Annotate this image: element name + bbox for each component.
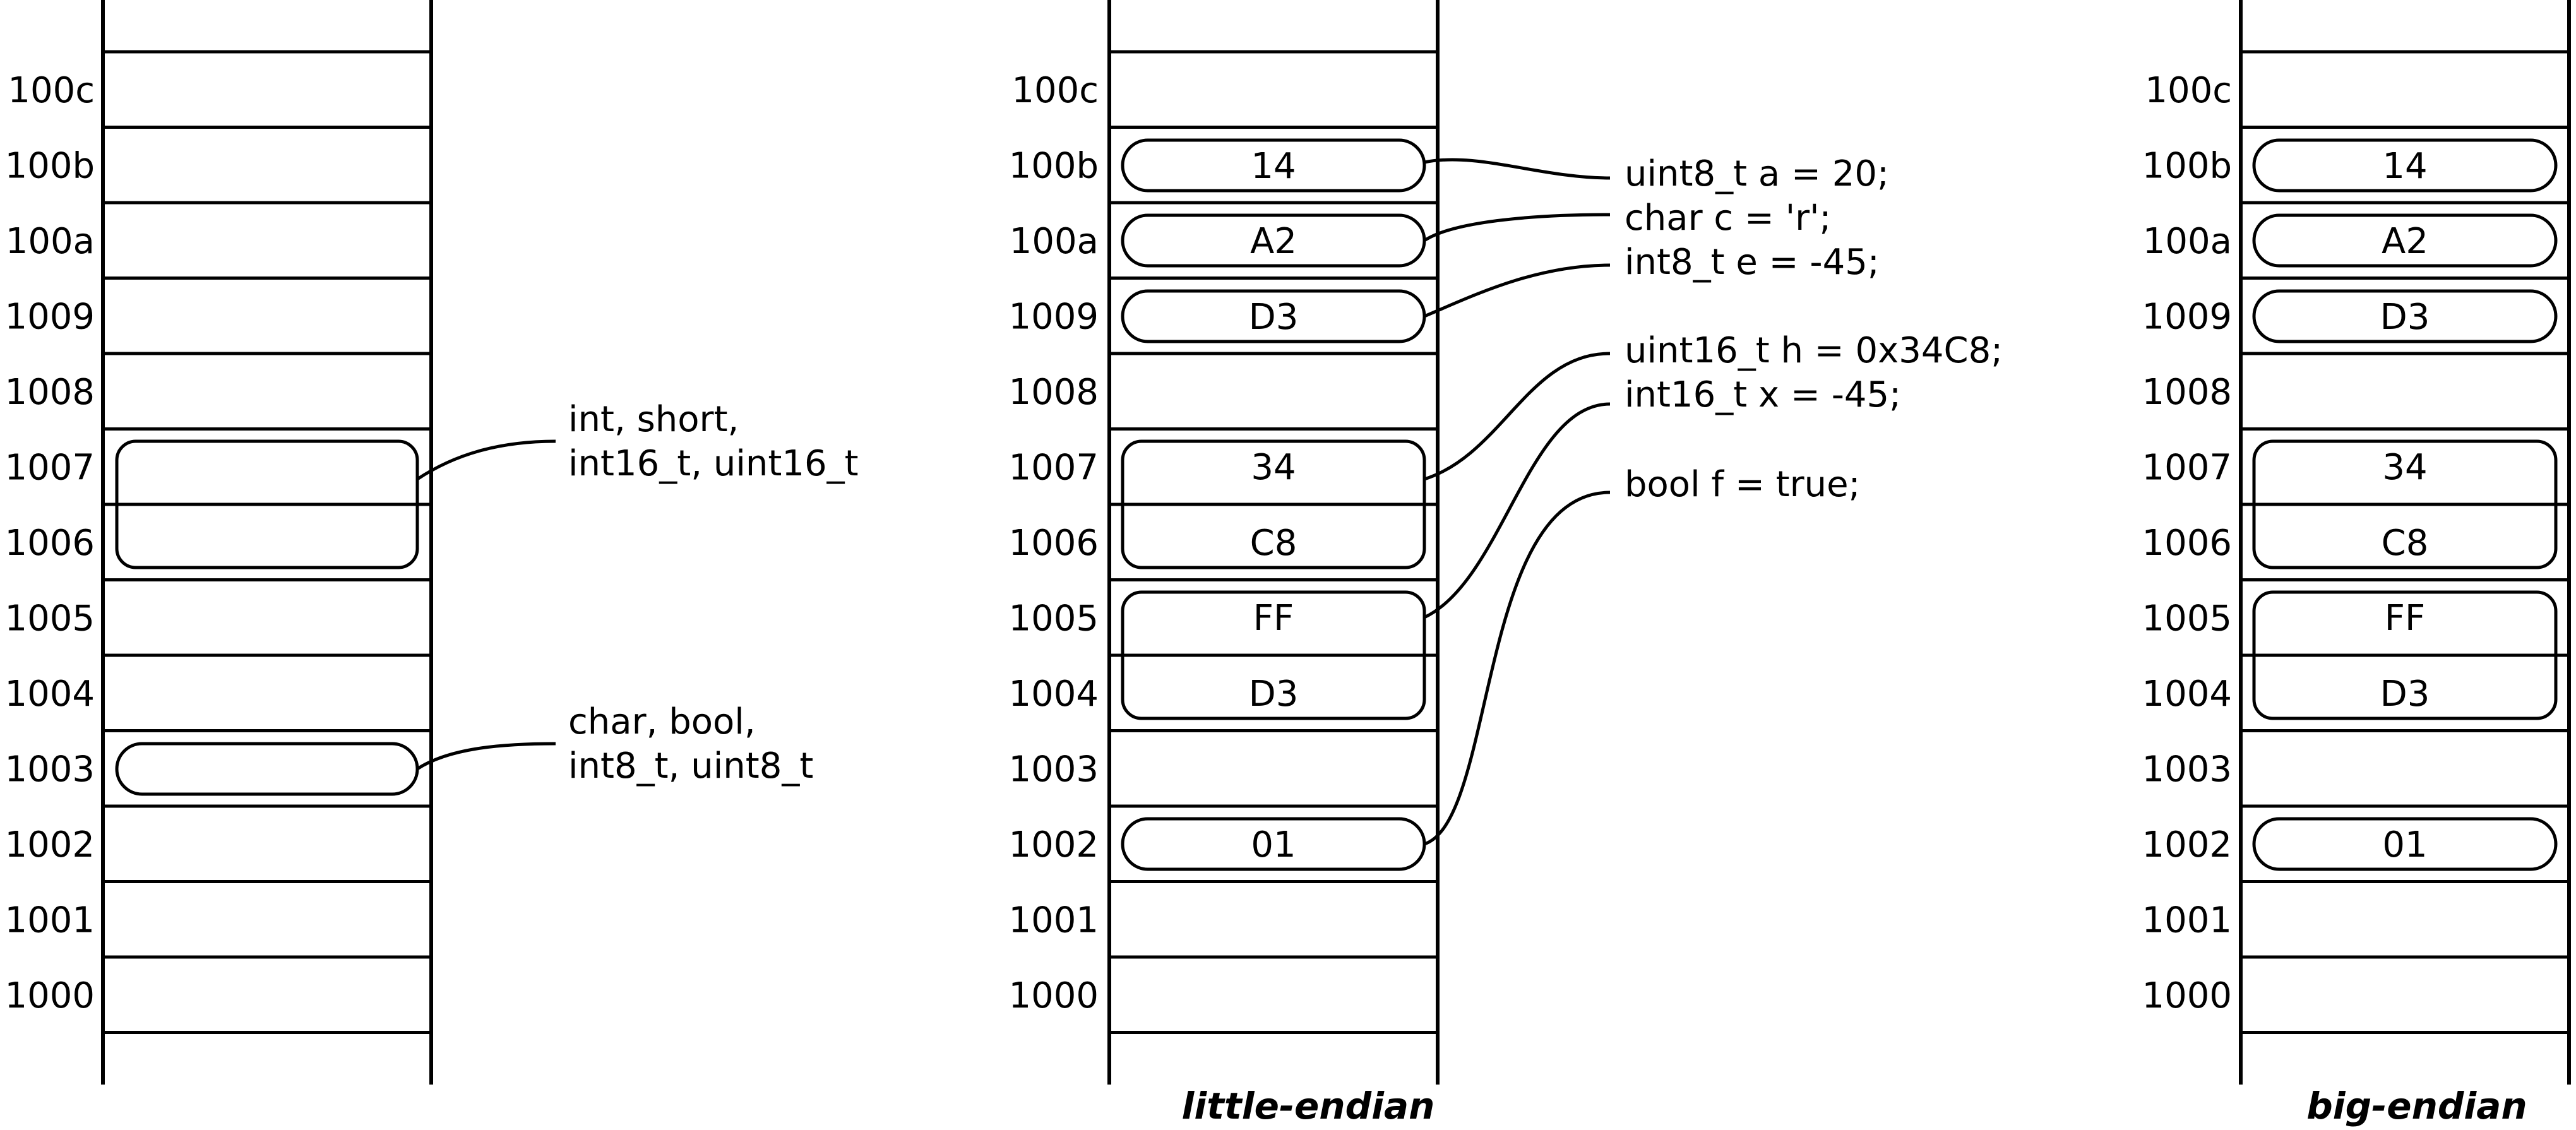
one-byte-slot: [115, 742, 419, 796]
be-value-1009: D3: [2380, 297, 2430, 338]
value-pill-100b: [1121, 138, 1426, 193]
address-label-1001: 1001: [4, 900, 95, 941]
address-label-100a: 100a: [2143, 221, 2232, 262]
address-label-1000: 1000: [4, 975, 95, 1016]
address-label-100b: 100b: [5, 145, 95, 186]
address-label-1000: 1000: [1008, 975, 1099, 1016]
address-label-1008: 1008: [2142, 372, 2232, 413]
address-label-1003: 1003: [2142, 749, 2232, 790]
address-label-1005: 1005: [1008, 598, 1099, 639]
address-label-1006: 1006: [4, 523, 95, 564]
declaration-f: bool f = true;: [1625, 464, 1860, 505]
address-label-100c: 100c: [8, 70, 95, 111]
address-label-1009: 1009: [4, 296, 95, 337]
be-value-1007: 34: [2382, 447, 2427, 488]
connector-one-byte-types: [416, 742, 556, 771]
le-value-1004: D3: [1249, 674, 1299, 715]
type-group-1byte-line1: char, bool,: [568, 701, 756, 742]
address-label-1008: 1008: [1008, 372, 1099, 413]
address-label-1002: 1002: [1008, 824, 1099, 865]
declaration-h: uint16_t h = 0x34C8;: [1625, 330, 2003, 371]
address-label-100b: 100b: [1009, 145, 1099, 186]
le-value-1005: FF: [1253, 598, 1294, 639]
be-value-1004: D3: [2380, 674, 2430, 715]
address-label-1006: 1006: [2142, 523, 2232, 564]
connector-decl-c: [1423, 213, 1611, 242]
address-label-1009: 1009: [1008, 296, 1099, 337]
connector-two-byte-types: [416, 439, 556, 481]
le-value-100b: 14: [1251, 146, 1296, 187]
address-label-1005: 1005: [4, 598, 95, 639]
value-pill-1009: [2252, 289, 2558, 343]
address-label-1004: 1004: [4, 674, 95, 715]
declaration-x: int16_t x = -45;: [1625, 374, 1901, 415]
type-group-1byte-line2: int8_t, uint8_t: [568, 746, 813, 787]
be-value-1005: FF: [2385, 598, 2425, 639]
address-label-1001: 1001: [1008, 900, 1099, 941]
address-label-1001: 1001: [2142, 900, 2232, 941]
address-label-1004: 1004: [2142, 674, 2232, 715]
le-value-100a: A2: [1250, 221, 1297, 262]
address-label-1007: 1007: [4, 447, 95, 488]
address-label-1007: 1007: [2142, 447, 2232, 488]
value-pill-100a: [2252, 213, 2558, 268]
value-pill-100b: [2252, 138, 2558, 193]
connector-decl-e: [1424, 263, 1611, 318]
address-label-1003: 1003: [1008, 749, 1099, 790]
be-value-100a: A2: [2382, 221, 2428, 262]
memory-column-generic: 100c 100b 100a 1009 1008 1007 1006 1005 1004 1003…: [4, 0, 433, 1085]
address-label-1006: 1006: [1008, 523, 1099, 564]
be-value-1006: C8: [2382, 523, 2429, 564]
declaration-c: char c = 'r';: [1625, 198, 1831, 239]
address-label-1000: 1000: [2142, 975, 2232, 1016]
connector-decl-x: [1423, 402, 1611, 619]
declaration-a: uint8_t a = 20;: [1625, 153, 1889, 194]
connector-decl-a: [1424, 158, 1611, 180]
be-value-100b: 14: [2382, 146, 2427, 187]
address-label-1002: 1002: [4, 824, 95, 865]
big-endian-title: big-endian: [2306, 1085, 2527, 1127]
address-label-100a: 100a: [1010, 221, 1099, 262]
address-label-1004: 1004: [1008, 674, 1099, 715]
type-group-2byte-line2: int16_t, uint16_t: [568, 443, 859, 484]
connector-decl-f: [1424, 491, 1611, 846]
le-value-1009: D3: [1249, 297, 1299, 338]
declaration-e: int8_t e = -45;: [1625, 242, 1880, 283]
address-label-1002: 1002: [2142, 824, 2232, 865]
type-group-2byte-line1: int, short,: [568, 399, 739, 440]
address-label-1003: 1003: [4, 749, 95, 790]
be-value-1002: 01: [2382, 824, 2427, 865]
le-value-1007: 34: [1251, 447, 1296, 488]
address-label-1005: 1005: [2142, 598, 2232, 639]
address-label-1007: 1007: [1008, 447, 1099, 488]
memory-column-little-endian: 100c 100b 100a 1009 1008 1007 1006 1005 1004 1003…: [1008, 0, 1440, 1085]
value-pill-1002: [2252, 817, 2558, 871]
le-value-1006: C8: [1250, 523, 1297, 564]
address-label-100c: 100c: [2145, 70, 2232, 111]
address-label-100a: 100a: [6, 221, 95, 262]
address-label-100c: 100c: [1011, 70, 1099, 111]
address-label-1008: 1008: [4, 372, 95, 413]
address-label-1009: 1009: [2142, 296, 2232, 337]
le-value-1002: 01: [1251, 824, 1296, 865]
connector-decl-h: [1424, 352, 1611, 481]
little-endian-title: little-endian: [1182, 1085, 1435, 1127]
address-label-100b: 100b: [2142, 145, 2232, 186]
